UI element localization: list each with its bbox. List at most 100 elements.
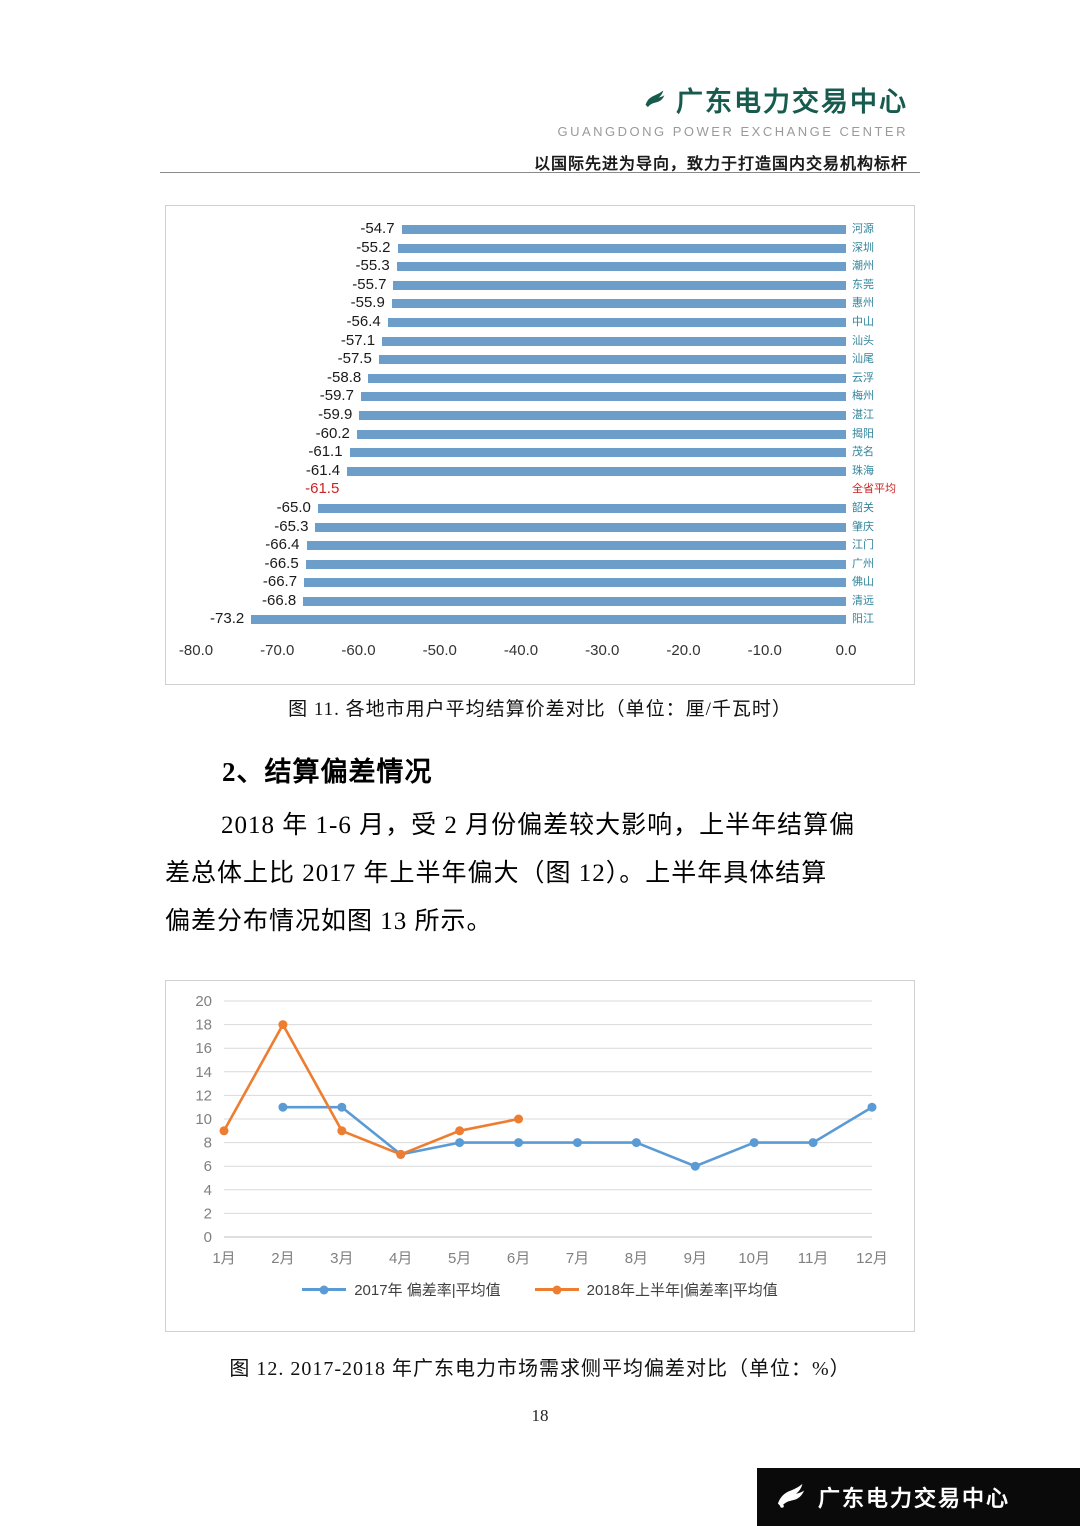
city-bar	[378, 355, 846, 365]
bar-category-label: 珠海	[852, 464, 874, 477]
x-axis-tick-label: 5月	[448, 1250, 471, 1267]
city-bar	[397, 243, 846, 253]
data-point	[690, 1161, 700, 1171]
bar-row: -73.2 阳江	[196, 610, 874, 629]
bar-row: -61.5 全省平均	[196, 480, 896, 499]
x-axis-tick-label: 7月	[566, 1250, 589, 1267]
bar-value-label: -57.1	[340, 331, 376, 349]
x-axis-tick-label: -60.0	[341, 642, 376, 659]
data-point	[396, 1149, 406, 1159]
line-chart-legend: 2017年 偏差率|平均值 2018年上半年|偏差率|平均值	[166, 1279, 914, 1300]
x-axis-tick-label: 2月	[271, 1250, 294, 1267]
city-bar	[368, 373, 846, 383]
header-divider	[160, 172, 920, 173]
bar-value-label: -66.5	[264, 554, 299, 572]
bar-category-label: 惠州	[852, 297, 874, 310]
bar-row: -66.4 江门	[196, 536, 874, 555]
y-axis-tick-label: 16	[195, 1040, 212, 1057]
footer-brand-bar: 广东电力交易中心	[757, 1468, 1080, 1526]
bar-value-label: -54.7	[360, 220, 395, 237]
data-point	[337, 1102, 347, 1112]
x-axis-tick-label: 4月	[389, 1250, 412, 1267]
city-bar	[356, 429, 846, 439]
legend-marker-dot	[552, 1285, 562, 1294]
bar-value-label: -56.4	[346, 312, 381, 330]
page-header: 广东电力交易中心 GUANGDONG POWER EXCHANGE CENTER…	[534, 80, 908, 174]
bar-category-label: 广州	[852, 557, 874, 570]
bar-row: -55.9 惠州	[196, 294, 874, 313]
city-bar	[303, 596, 846, 606]
bar-category-label: 揭阳	[852, 427, 874, 440]
city-bar	[304, 578, 846, 588]
x-axis-tick-label: -30.0	[585, 642, 620, 659]
x-axis-tick-label: -70.0	[260, 642, 295, 659]
footer-brand-text: 广东电力交易中心	[818, 1486, 1011, 1511]
data-point	[808, 1138, 818, 1148]
data-point	[867, 1102, 877, 1112]
city-bar	[382, 336, 846, 346]
bar-category-label: 东莞	[852, 278, 874, 291]
bar-row: -65.0 韶关	[196, 499, 874, 518]
bar-value-label: -55.3	[355, 257, 390, 275]
city-bar	[360, 392, 846, 402]
x-axis-tick-label: 12月	[856, 1250, 888, 1267]
bar-row: -61.1 茂名	[196, 443, 874, 462]
org-tagline: 以国际先进为导向，致力于打造国内交易机构标杆	[533, 156, 908, 173]
bar-category-label: 韶关	[852, 501, 874, 514]
legend-label: 2017年 偏差率|平均值	[354, 1282, 501, 1299]
city-bar	[306, 541, 846, 551]
paragraph-line: 差总体上比 2017 年上半年偏大（图 12）。上半年具体结算	[165, 860, 828, 887]
y-axis-tick-label: 6	[204, 1158, 212, 1175]
bar-row: -60.2 揭阳	[196, 425, 874, 444]
bar-row: -66.7 佛山	[196, 573, 874, 592]
bar-row: -55.7 东莞	[196, 275, 874, 295]
bar-category-label: 梅州	[852, 390, 874, 403]
figure11-bar-chart: -54.7 河源 -55.2 深圳 -55.3 潮州 -55.7 东莞 -55.9 惠州 -56.4…	[165, 205, 915, 685]
bar-category-label: 中山	[852, 315, 874, 328]
figure11-caption: 图 11. 各地市用户平均结算价差对比（单位：厘/千瓦时）	[288, 699, 792, 720]
bar-category-label: 深圳	[852, 241, 874, 254]
org-name-cn: 广东电力交易中心	[676, 87, 908, 117]
data-point	[278, 1102, 288, 1112]
bar-row: -55.3 潮州	[196, 257, 874, 276]
bar-value-label: -55.2	[356, 238, 391, 256]
bar-category-label: 阳江	[852, 613, 874, 626]
y-axis-tick-label: 10	[195, 1111, 212, 1128]
bar-category-label: 肇庆	[852, 520, 874, 533]
x-axis-tick-label: -20.0	[666, 642, 701, 659]
y-axis-tick-label: 0	[204, 1229, 212, 1246]
figure12-caption: 图 12. 2017-2018 年广东电力市场需求侧平均偏差对比（单位：%）	[229, 1358, 851, 1380]
bar-value-label: -61.5	[305, 480, 340, 498]
bar-row: -57.1 汕头	[196, 331, 874, 351]
bar-value-label: -66.7	[262, 573, 298, 591]
legend-swatch	[302, 1285, 347, 1294]
x-axis-tick-label: 3月	[330, 1250, 353, 1267]
bar-row: -59.9 湛江	[196, 406, 874, 425]
city-bar	[359, 410, 846, 420]
org-logo-icon	[642, 87, 668, 113]
legend-item: 2018年上半年|偏差率|平均值	[534, 1279, 778, 1300]
bar-value-label: -57.5	[337, 350, 372, 368]
bar-value-label: -61.1	[308, 443, 343, 461]
data-point	[337, 1126, 347, 1136]
org-name-en: GUANGDONG POWER EXCHANGE CENTER	[557, 124, 908, 139]
bar-value-label: -59.7	[319, 387, 354, 405]
page-number: 18	[531, 1406, 549, 1425]
x-axis-tick-label: -10.0	[747, 642, 782, 659]
city-bar	[305, 559, 846, 569]
x-axis-tick-label: 11月	[798, 1250, 829, 1267]
data-point	[514, 1138, 524, 1148]
bar-value-label: -61.4	[305, 461, 341, 479]
y-axis-tick-label: 8	[204, 1135, 212, 1152]
average-dashed-bar	[346, 487, 846, 491]
bar-value-label: -55.7	[352, 275, 387, 293]
data-point	[631, 1138, 641, 1148]
bar-row: -55.2 深圳	[196, 238, 874, 258]
bar-row: -66.8 清远	[196, 592, 874, 611]
x-axis-tick-label: -50.0	[422, 642, 457, 659]
bar-category-label: 潮州	[852, 260, 874, 273]
paragraph-line: 2018 年 1-6 月，受 2 月份偏差较大影响，上半年结算偏	[221, 812, 856, 839]
bar-category-label: 云浮	[852, 371, 874, 384]
y-axis-tick-label: 14	[195, 1064, 212, 1081]
